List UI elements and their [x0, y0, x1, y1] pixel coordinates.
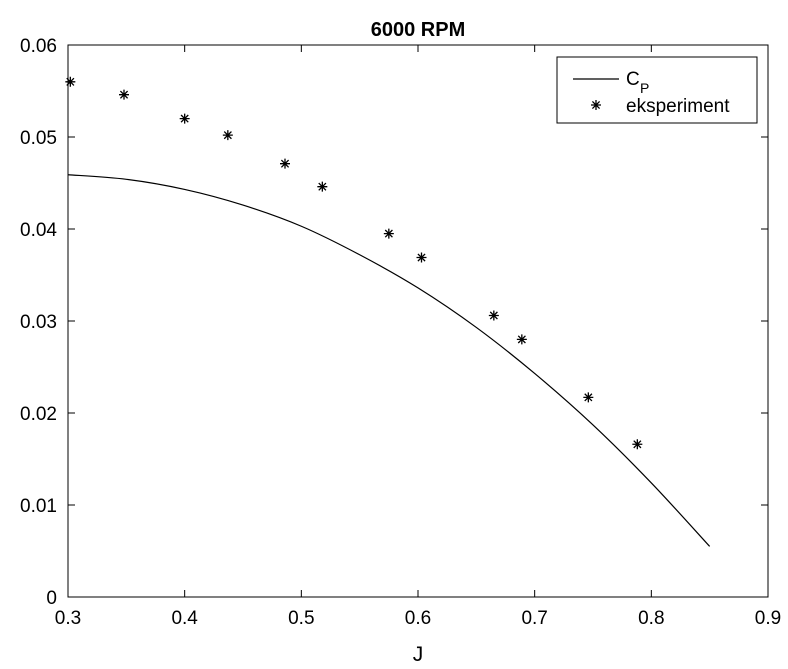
y-tick-label: 0.02: [20, 404, 57, 425]
data-point-eksperiment: [488, 310, 499, 321]
legend-label-cp: C: [626, 69, 640, 90]
legend-label-eksperiment: eksperiment: [626, 96, 730, 117]
x-axis-title: J: [413, 643, 424, 666]
data-point-eksperiment: [179, 113, 190, 124]
x-tick-label: 0.4: [171, 608, 198, 629]
data-point-eksperiment: [119, 89, 129, 100]
legend-label-cp-subscript: P: [640, 80, 649, 96]
y-tick-label: 0.01: [20, 496, 57, 517]
x-tick-label: 0.9: [755, 608, 781, 629]
y-tick-label: 0.05: [20, 128, 57, 149]
chart-title: 6000 RPM: [371, 19, 466, 41]
data-point-eksperiment: [65, 76, 76, 87]
data-point-eksperiment: [516, 334, 527, 345]
data-point-eksperiment: [317, 181, 328, 192]
series-layer: [65, 76, 711, 547]
x-tick-label: 0.8: [638, 608, 664, 629]
legend-marker-swatch: [591, 100, 601, 110]
data-point-eksperiment: [583, 392, 594, 403]
x-tick-label: 0.7: [521, 608, 547, 629]
x-tick-label: 0.5: [288, 608, 314, 629]
y-tick-label: 0.06: [20, 36, 57, 57]
data-point-eksperiment: [632, 439, 643, 450]
x-tick-label: 0.6: [405, 608, 431, 629]
data-point-eksperiment: [383, 228, 394, 239]
y-axis: 0 0.01 0.02 0.03 0.04 0.05 0.06: [20, 36, 768, 609]
data-point-eksperiment: [416, 252, 427, 263]
y-tick-label: 0.03: [20, 312, 57, 333]
data-point-eksperiment: [280, 158, 290, 169]
legend-box: [556, 56, 758, 124]
x-tick-label: 0.3: [55, 608, 81, 629]
y-tick-label: 0: [46, 588, 57, 609]
series-line-cp: [67, 174, 711, 547]
y-tick-label: 0.04: [20, 220, 57, 241]
data-point-eksperiment: [222, 130, 233, 141]
x-axis: 0.3 0.4 0.5 0.6 0.7 0.8 0.9: [55, 45, 781, 629]
